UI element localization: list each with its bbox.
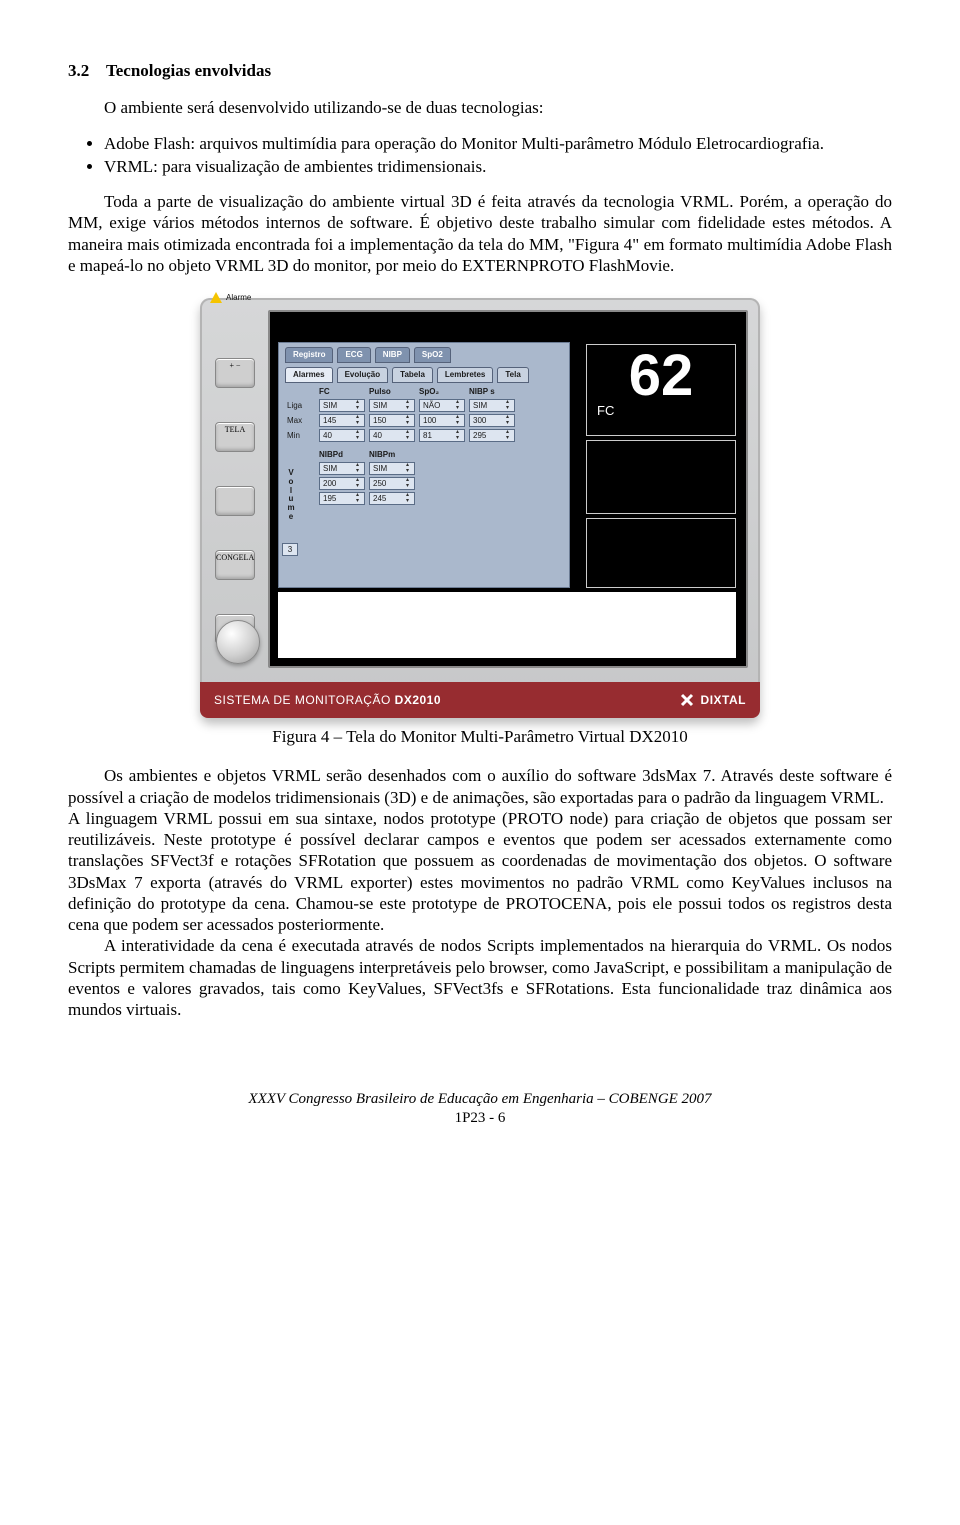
col-head: SpO₂ — [419, 387, 465, 397]
warning-triangle-icon — [210, 292, 222, 303]
main-paragraph: Toda a parte de visualização do ambiente… — [68, 191, 892, 276]
figure-caption: Figura 4 – Tela do Monitor Multi-Parâmet… — [68, 726, 892, 747]
spinner-cell[interactable]: 250▴▾ — [369, 477, 415, 490]
tech-bullet-list: Adobe Flash: arquivos multimídia para op… — [104, 133, 892, 178]
footer-conference: XXXV Congresso Brasileiro de Educação em… — [68, 1090, 892, 1109]
tab[interactable]: NIBP — [375, 347, 410, 363]
tab[interactable]: Lembretes — [437, 367, 493, 383]
tab[interactable]: Registro — [285, 347, 333, 363]
readout-main: 62 FC — [586, 344, 736, 436]
col-head — [287, 387, 315, 397]
spinner-cell[interactable]: SIM▴▾ — [319, 462, 365, 475]
spinner-cell[interactable]: 40▴▾ — [319, 429, 365, 442]
readout-empty-2 — [586, 518, 736, 588]
side-button[interactable] — [215, 486, 255, 516]
spinner-cell[interactable]: SIM▴▾ — [369, 399, 415, 412]
spinner-cell[interactable]: SIM▴▾ — [469, 399, 515, 412]
section-number: 3.2 — [68, 61, 89, 80]
rotary-knob[interactable] — [216, 620, 260, 664]
tab-row-1: Registro ECG NIBP SpO2 — [279, 343, 569, 363]
param-headers: FC Pulso SpO₂ NIBP s — [287, 387, 561, 397]
side-button[interactable]: TELA — [215, 422, 255, 452]
tab[interactable]: Tela — [497, 367, 528, 383]
alarm-text: Alarme — [226, 293, 251, 303]
param-row: Max 145▴▾ 150▴▾ 100▴▾ 300▴▾ — [287, 414, 561, 427]
param-row: 195▴▾ 245▴▾ — [287, 492, 561, 505]
row-label: Max — [287, 416, 315, 426]
spinner-cell[interactable]: 81▴▾ — [419, 429, 465, 442]
brand-name: DIXTAL — [701, 693, 746, 708]
col-head: Pulso — [369, 387, 415, 397]
tab-row-2: Alarmes Evolução Tabela Lembretes Tela — [279, 363, 569, 383]
figure-4: Alarme + − TELA CONGELA Registro ECG NIB… — [68, 298, 892, 718]
bullet-item: VRML: para visualização de ambientes tri… — [104, 156, 892, 177]
brand-left: SISTEMA DE MONITORAÇÃO DX2010 — [214, 693, 441, 708]
device-side-controls: + − TELA CONGELA — [210, 358, 260, 644]
spinner-cell[interactable]: 145▴▾ — [319, 414, 365, 427]
col-head: NIBP s — [469, 387, 515, 397]
tab[interactable]: Tabela — [392, 367, 433, 383]
spinner-cell[interactable]: NÃO▴▾ — [419, 399, 465, 412]
side-button[interactable]: + − — [215, 358, 255, 388]
spinner-cell[interactable]: 200▴▾ — [319, 477, 365, 490]
param-headers-2: NIBPd NIBPm — [287, 450, 561, 460]
col-head: NIBPm — [369, 450, 415, 460]
col-head: NIBPd — [319, 450, 365, 460]
spinner-cell[interactable]: 245▴▾ — [369, 492, 415, 505]
brand-bar: SISTEMA DE MONITORAÇÃO DX2010 DIXTAL — [200, 682, 760, 718]
row-label: Liga — [287, 401, 315, 411]
screen-bottom-strip — [278, 592, 736, 658]
param-row: SIM▴▾ SIM▴▾ — [287, 462, 561, 475]
spinner-cell[interactable]: 295▴▾ — [469, 429, 515, 442]
proto-paragraph: A linguagem VRML possui em sua sintaxe, … — [68, 808, 892, 936]
side-button[interactable]: CONGELA — [215, 550, 255, 580]
volume-label: Volume — [285, 469, 297, 522]
footer-page-number: 1P23 - 6 — [68, 1109, 892, 1128]
after-figure-paragraph: Os ambientes e objetos VRML serão desenh… — [68, 765, 892, 808]
section-heading: 3.2 Tecnologias envolvidas — [68, 60, 892, 81]
brand-logo-icon — [679, 692, 695, 708]
brand-right: DIXTAL — [679, 692, 746, 708]
spinner-cell[interactable]: 195▴▾ — [319, 492, 365, 505]
tab[interactable]: SpO2 — [414, 347, 451, 363]
param-row: 200▴▾ 250▴▾ — [287, 477, 561, 490]
readout-empty-1 — [586, 440, 736, 514]
monitor-device: Alarme + − TELA CONGELA Registro ECG NIB… — [200, 298, 760, 718]
spinner-cell[interactable]: 100▴▾ — [419, 414, 465, 427]
intro-paragraph: O ambiente será desenvolvido utilizando-… — [68, 97, 892, 118]
spinner-cell[interactable]: 150▴▾ — [369, 414, 415, 427]
tab-alarmes[interactable]: Alarmes — [285, 367, 333, 383]
panel-body: FC Pulso SpO₂ NIBP s Liga SIM▴▾ SIM▴▾ NÃ… — [279, 383, 569, 509]
spinner-cell[interactable]: 300▴▾ — [469, 414, 515, 427]
spinner-cell[interactable]: 40▴▾ — [369, 429, 415, 442]
spinner-cell[interactable]: SIM▴▾ — [369, 462, 415, 475]
readout-value: 62 — [587, 347, 735, 405]
config-panel: Registro ECG NIBP SpO2 Alarmes Evolução … — [278, 342, 570, 588]
bullet-item: Adobe Flash: arquivos multimídia para op… — [104, 133, 892, 154]
monitor-screen: Registro ECG NIBP SpO2 Alarmes Evolução … — [268, 310, 748, 668]
brand-text: SISTEMA DE MONITORAÇÃO — [214, 693, 391, 707]
tab[interactable]: ECG — [337, 347, 370, 363]
page-footer: XXXV Congresso Brasileiro de Educação em… — [68, 1090, 892, 1128]
row-label: Min — [287, 431, 315, 441]
volume-value[interactable]: 3 — [282, 543, 298, 556]
param-row: Liga SIM▴▾ SIM▴▾ NÃO▴▾ SIM▴▾ — [287, 399, 561, 412]
col-head: FC — [319, 387, 365, 397]
brand-model: DX2010 — [395, 693, 441, 707]
alarm-label: Alarme — [210, 292, 251, 303]
param-row: Min 40▴▾ 40▴▾ 81▴▾ 295▴▾ — [287, 429, 561, 442]
col-head — [287, 450, 315, 460]
tab[interactable]: Evolução — [337, 367, 389, 383]
section-title: Tecnologias envolvidas — [106, 61, 271, 80]
scripts-paragraph: A interatividade da cena é executada atr… — [68, 935, 892, 1020]
spinner-cell[interactable]: SIM▴▾ — [319, 399, 365, 412]
